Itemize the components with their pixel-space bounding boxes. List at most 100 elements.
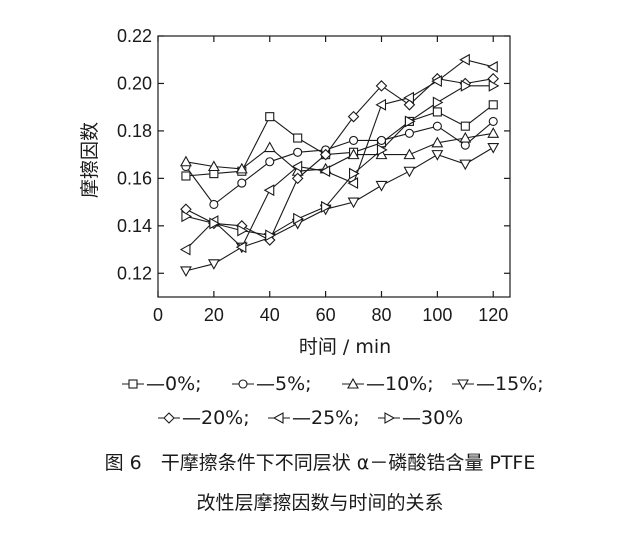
legend-marker-triangle-right [384,412,396,424]
series-line [185,78,494,241]
data-point-triangle-down [403,166,416,178]
data-point-triangle-right [460,79,472,92]
data-point-circle [265,157,275,167]
data-point-triangle-down [207,259,220,270]
data-point-circle [209,199,219,210]
figure-caption-line-1: 图 6 干摩擦条件下不同层状 α－磷酸锆含量 PTFE [104,452,536,474]
data-point-diamond [347,110,360,123]
legend-entry: —10%; [342,373,434,395]
legend-entry: —30% [378,407,463,429]
x-tick-label: 40 [260,305,280,325]
data-point-triangle-right [432,96,444,109]
y-tick-label: 0.16 [117,168,152,188]
data-point-triangle-right [181,210,193,223]
y-tick-label: 0.20 [117,73,152,93]
data-point-triangle-left [431,75,442,88]
data-point-triangle-up [487,127,500,138]
data-point-square [432,107,442,117]
data-point-triangle-left [487,60,498,73]
data-point-triangle-up [180,155,192,167]
data-point-diamond [375,80,388,92]
legend-marker-triangle-up [347,377,359,389]
series-line [185,147,494,272]
data-point-triangle-right [321,200,332,213]
legend-entry: —0%; [122,373,202,395]
legend-label: —0%; [146,373,202,395]
data-point-circle [404,128,414,138]
data-point-triangle-left [403,91,414,104]
legend-marker-triangle-down [457,379,469,391]
y-tick-label: 0.22 [117,26,152,46]
plot-area: 0 20 40 60 80 100 120 0.12 0.14 0.16 0.18 0.20 0.22 [117,26,511,325]
x-tick-label: 0 [153,305,163,325]
data-point-triangle-down [459,159,472,171]
data-point-square [488,100,498,110]
data-point-circle [349,135,359,145]
data-point-square [293,133,303,143]
x-tick-label: 120 [478,305,508,325]
data-point-triangle-up [403,148,416,160]
data-point-triangle-up [431,136,444,148]
data-point-triangle-down [375,180,388,192]
series-30pct [181,79,500,242]
data-point-triangle-up [207,160,220,172]
legend-marker-square [128,379,138,389]
data-point-triangle-up [263,141,276,153]
data-point-triangle-left [235,241,247,254]
data-point-triangle-right [349,167,360,180]
legend-entry: —20%; [158,407,250,429]
friction-chart: 0 20 40 60 80 100 1200.120.140.160.180.200.22 … [79,26,544,429]
data-point-diamond [291,172,304,185]
data-point-triangle-left [375,98,387,111]
data-point-triangle-right [293,212,304,225]
series-15pct [180,142,500,278]
data-point-triangle-up [459,131,472,143]
data-point-triangle-down [431,150,444,161]
series-line [185,59,494,250]
series-line [185,85,494,236]
data-point-triangle-right [209,217,221,230]
series-line [185,132,494,172]
data-point-triangle-right [488,79,500,92]
legend-marker-triangle-left [272,412,284,424]
data-point-circle [488,116,498,126]
data-point-triangle-left [179,243,191,256]
data-point-circle [293,147,303,157]
series-25pct [179,53,498,256]
y-tick-label: 0.14 [117,216,152,236]
legend-label: —10%; [366,373,434,395]
data-point-triangle-left [347,177,359,190]
legend-label: —15%; [476,373,544,395]
x-tick-label: 20 [204,305,224,325]
series-line [185,120,494,206]
y-tick-label: 0.18 [117,121,152,141]
data-point-triangle-left [459,53,470,66]
series-5pct [181,116,498,210]
data-point-circle [237,178,247,188]
data-point-triangle-down [347,197,360,209]
data-point-square [265,112,275,122]
legend-entry: —15%; [452,373,544,395]
y-axis-title: 摩擦因数 [79,122,101,198]
data-point-triangle-up [235,162,248,174]
data-point-triangle-left [319,165,331,178]
data-point-triangle-right [265,229,276,242]
data-point-triangle-right [404,115,416,128]
legend-marker-diamond [163,412,175,424]
series-line [185,104,494,177]
legend-entry: —5%; [232,373,312,395]
plot-frame [157,35,511,298]
legend-label: —20%; [182,407,250,429]
legend-label: —30% [402,407,463,429]
x-tick-label: 100 [422,305,452,325]
data-point-triangle-left [291,160,303,173]
y-tick-label: 0.12 [117,263,152,283]
legend-entry: —25%; [268,407,360,429]
data-point-square [181,171,191,181]
x-tick-label: 60 [316,305,336,325]
legend: —0%; —5%; —10%; —15%; —20%; —25%; —30% [122,373,544,429]
data-point-triangle-up [347,148,360,160]
legend-label: —25%; [292,407,360,429]
legend-marker-circle [238,379,248,389]
data-point-triangle-right [376,143,388,156]
